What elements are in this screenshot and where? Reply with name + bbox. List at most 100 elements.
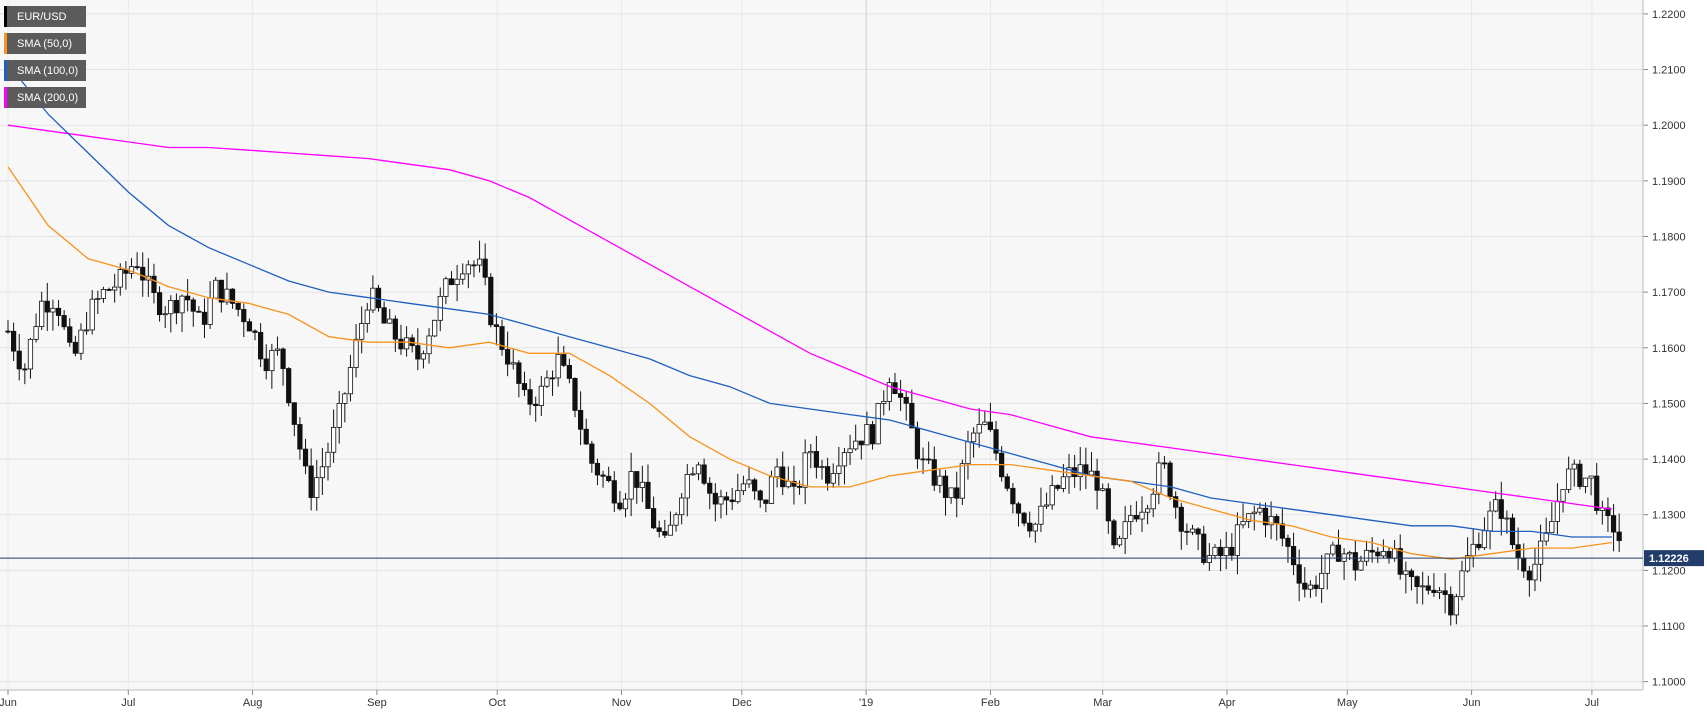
candle: [1262, 502, 1269, 538]
candle: [622, 493, 629, 518]
candle: [1504, 510, 1510, 534]
candle: [16, 334, 22, 381]
candle: [993, 421, 999, 461]
candle-down: [398, 338, 404, 350]
candle-up: [1307, 584, 1314, 590]
candle-up: [224, 288, 230, 303]
candle-down: [1184, 530, 1190, 533]
legend-label-sma50: SMA (50,0): [17, 37, 73, 50]
candle: [701, 458, 707, 486]
candle-down: [662, 531, 668, 536]
candle-down: [1616, 531, 1622, 541]
candle: [1094, 458, 1100, 510]
candle-down: [707, 482, 713, 494]
candle: [875, 403, 881, 445]
candle-down: [993, 429, 999, 454]
candle-down: [752, 479, 758, 492]
candle-down: [1027, 522, 1033, 532]
candle-down: [606, 475, 612, 482]
candle-up: [432, 319, 438, 337]
candle: [179, 294, 185, 333]
candle-down: [516, 362, 522, 384]
candle-up: [39, 300, 45, 327]
candle: [841, 447, 848, 485]
candle: [1616, 513, 1622, 552]
candle: [1363, 540, 1370, 566]
x-tick-label: Feb: [981, 697, 1000, 709]
candle: [796, 480, 803, 495]
candle-down: [280, 348, 286, 369]
candle-up: [1504, 517, 1510, 520]
candle-down: [611, 480, 617, 504]
candle-down: [656, 527, 662, 532]
current-price-tag: 1.12226: [1644, 550, 1704, 567]
legend-item-sma100[interactable]: SMA (100,0): [4, 60, 87, 81]
legend-swatch-sma100: [4, 60, 7, 81]
legend: EUR/USD SMA (50,0) SMA (100,0) SMA (200,…: [4, 6, 87, 114]
candle: [729, 488, 735, 511]
candle: [331, 409, 337, 463]
candle: [342, 392, 348, 423]
candle-up: [331, 426, 337, 453]
candle-up: [1532, 563, 1538, 581]
candle: [1476, 532, 1482, 551]
candle: [1105, 483, 1111, 534]
candle: [493, 313, 500, 346]
candle-down: [1397, 548, 1403, 575]
price-tag-background: [1644, 550, 1704, 567]
candle: [757, 489, 763, 508]
candle: [359, 306, 365, 354]
candle: [527, 378, 533, 416]
candle: [1420, 571, 1426, 605]
candle: [656, 520, 662, 538]
candle: [1128, 505, 1134, 535]
candle: [1116, 535, 1123, 548]
candle: [583, 418, 589, 445]
candle: [566, 358, 572, 384]
price-tag-label: 1.12226: [1649, 553, 1689, 565]
candle-down: [791, 480, 797, 487]
candle-up: [1560, 489, 1566, 502]
y-tick-label: 1.1200: [1652, 565, 1686, 577]
candle-down: [1521, 557, 1527, 572]
candle-up: [1459, 570, 1465, 598]
candle: [156, 286, 163, 322]
candle-down: [1526, 570, 1532, 581]
candle-down: [151, 275, 157, 294]
y-tick-label: 1.1000: [1652, 677, 1686, 689]
candle-down: [505, 349, 511, 365]
candle: [931, 446, 937, 492]
candle-up: [443, 278, 449, 297]
candle-down: [16, 350, 22, 370]
candle: [100, 286, 107, 303]
candle-up: [1128, 515, 1134, 523]
candle: [763, 499, 769, 513]
candle: [1459, 560, 1465, 601]
candle-up: [465, 264, 471, 275]
candle: [55, 300, 62, 327]
legend-item-sma200[interactable]: SMA (200,0): [4, 87, 87, 108]
candle: [1139, 496, 1145, 533]
candle-down: [22, 368, 28, 371]
candle-down: [549, 377, 556, 380]
x-tick-label: Aug: [243, 697, 263, 709]
candle-up: [1156, 462, 1162, 495]
candle: [959, 459, 965, 505]
candle-down: [1594, 475, 1600, 511]
candle-down: [409, 337, 415, 347]
candle-down: [701, 464, 707, 484]
candle-up: [1116, 537, 1123, 546]
candle-down: [1217, 546, 1224, 557]
y-tick-label: 1.1100: [1652, 621, 1685, 633]
candle-up: [1139, 511, 1145, 520]
candle: [44, 282, 50, 331]
legend-item-sma50[interactable]: SMA (50,0): [4, 33, 87, 54]
y-tick-label: 1.2200: [1652, 9, 1686, 21]
candle-down: [634, 471, 640, 488]
candle-down: [723, 496, 730, 501]
candle-down: [825, 466, 831, 484]
candle: [471, 260, 477, 278]
y-tick-label: 1.1900: [1652, 176, 1686, 188]
candle-up: [325, 451, 331, 468]
legend-item-eurusd[interactable]: EUR/USD: [4, 6, 87, 27]
